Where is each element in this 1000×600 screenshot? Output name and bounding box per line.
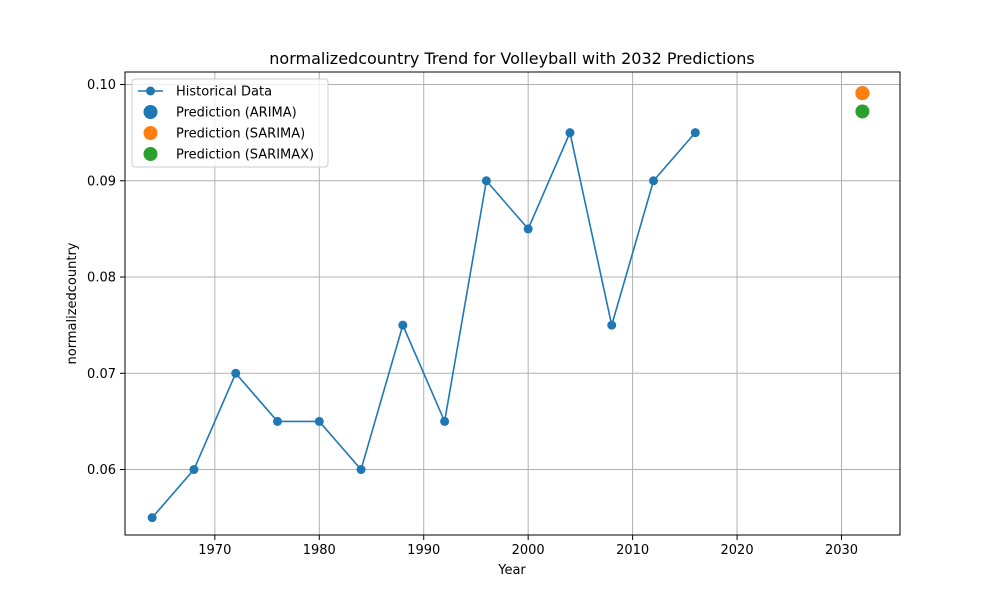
y-tick-label: 0.10 [87,78,116,93]
plot-series [147,86,870,523]
data-point-historical [356,465,366,475]
y-tick-label: 0.06 [87,463,116,478]
legend-label: Prediction (ARIMA) [176,106,297,121]
data-point-historical [147,513,157,523]
data-point-historical [649,176,659,186]
data-point-historical [314,416,324,426]
data-point-historical [481,176,491,186]
legend-swatch-marker [143,126,158,140]
legend-box [131,78,329,168]
x-axis-label: Year [497,563,526,578]
x-tick-label: 1990 [407,543,440,558]
data-point-prediction-2 [855,86,870,101]
data-point-prediction-3 [855,104,870,119]
y-tick-label: 0.09 [87,174,116,189]
grid [125,72,900,535]
legend: Historical Data Prediction (ARIMA) Predict… [131,78,329,168]
series-line-historical [151,130,696,519]
data-point-historical [398,320,408,330]
legend-label: Prediction (SARIMA) [176,127,305,142]
x-tick-label: 2000 [512,543,545,558]
data-point-historical [189,465,199,475]
y-axis-label: normalizedcountry [65,242,80,364]
legend-swatch-marker [146,86,155,96]
data-point-historical [565,128,575,138]
data-point-historical [690,128,700,138]
y-tick-label: 0.08 [87,271,116,286]
chart-title: normalizedcountry Trend for Volleyball w… [269,49,754,68]
x-tick-label: 2010 [616,543,649,558]
x-tick-label: 2020 [721,543,754,558]
x-tick-label: 2030 [825,543,858,558]
data-point-historical [607,320,617,330]
data-point-historical [272,416,282,426]
axis-ticks: 1970 1980 1990 2000 2010 2020 2030 0.06 0.07 0.08… [87,78,858,558]
data-point-historical [440,416,450,426]
legend-label: Prediction (SARIMAX) [176,148,314,163]
data-point-historical [523,224,533,234]
y-tick-label: 0.07 [87,367,116,382]
legend-label: Historical Data [176,85,272,100]
legend-swatch-marker [143,105,158,119]
data-point-historical [231,368,241,378]
x-tick-label: 1970 [198,543,231,558]
legend-swatch-marker [143,147,158,161]
plot-frame [124,71,901,536]
x-tick-label: 1980 [303,543,336,558]
